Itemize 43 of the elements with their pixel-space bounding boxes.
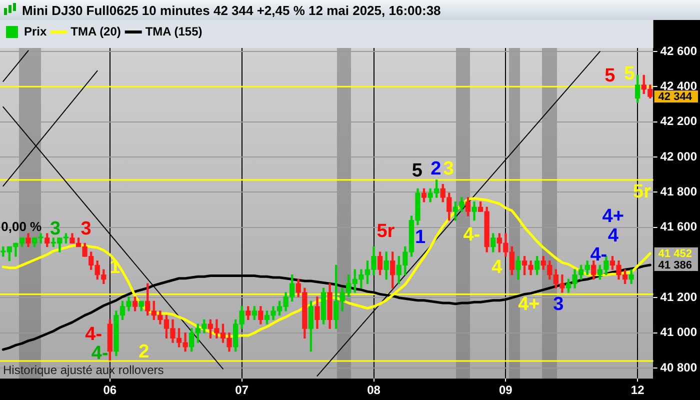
annotation: 3 [553, 294, 564, 315]
annotation: 3 [80, 218, 92, 240]
annotation: 4 [492, 257, 503, 278]
y-tick-label: 42 200 [660, 114, 698, 128]
x-tick-label: 12 [630, 383, 645, 398]
annotation: 4- [590, 244, 608, 266]
annotation: 4 [608, 225, 619, 246]
y-tick-label: 42 000 [660, 149, 698, 164]
annotation: 5 [624, 64, 636, 85]
legend-label: TMA (155) [145, 24, 202, 38]
y-tick-label: 41 000 [660, 325, 698, 340]
annotation: 0,00 % [1, 218, 42, 234]
annotation: 5 [412, 160, 423, 182]
annotation: 5r [633, 181, 652, 202]
y-tick-label: 42 600 [660, 44, 698, 58]
data-label: 41 452 [658, 248, 692, 260]
legend-label: TMA (20) [70, 24, 121, 38]
y-tick-label: 42 400 [660, 79, 698, 93]
annotation: 5r [376, 221, 396, 242]
data-label: 41 386 [658, 260, 692, 272]
annotation: 4+ [602, 206, 624, 228]
annotation: 1 [414, 227, 426, 248]
chart-title: Mini DJ30 Full0625 10 minutes 42 344 +2,45 % 12 mai 2025, 16:00:38 [22, 2, 441, 18]
x-tick-label: 08 [367, 383, 381, 398]
text: 42 344 [658, 91, 692, 104]
annotation: 3 [50, 218, 61, 240]
annotation: Historique ajusté aux rollovers [3, 362, 164, 377]
y-tick-label: 40 800 [660, 360, 698, 374]
y-tick-label: 41 800 [660, 184, 698, 199]
y-tick-label: 41 200 [660, 290, 698, 304]
annotation: 2 [138, 341, 150, 362]
y-tick-label: 41 600 [660, 220, 698, 234]
annotation: 4- [463, 224, 480, 246]
x-tick-label: 09 [498, 383, 513, 398]
annotation: 4- [91, 343, 108, 364]
annotation: 5 [604, 65, 616, 86]
x-tick-label: 07 [235, 383, 249, 398]
legend-label: Prix [24, 24, 48, 38]
annotation: 3 [443, 158, 454, 180]
annotation: 4+ [518, 294, 540, 315]
annotation: 2 [430, 158, 442, 180]
annotation: 4- [85, 324, 102, 345]
x-tick-label: 06 [103, 383, 117, 398]
